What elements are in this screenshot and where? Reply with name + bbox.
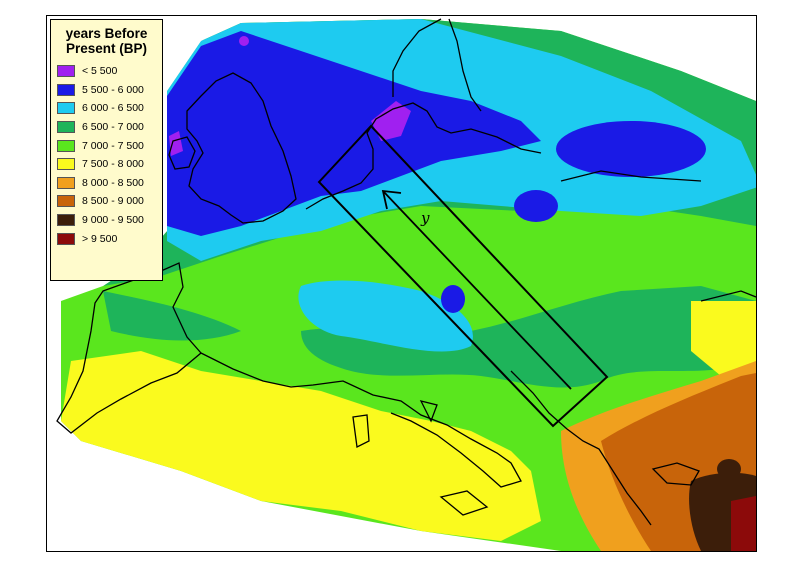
legend-item: 7 000 - 7 500 xyxy=(57,136,156,155)
legend-items: < 5 500 5 500 - 6 000 6 000 - 6 500 6 500 -… xyxy=(57,62,156,248)
legend-swatch xyxy=(57,176,75,189)
zone-6500-7000-south xyxy=(301,286,756,388)
legend-item: 8 500 - 9 000 xyxy=(57,192,156,211)
legend-label: 6 000 - 6 500 xyxy=(82,102,144,115)
legend-swatch xyxy=(57,158,75,171)
legend-item: 6 000 - 6 500 xyxy=(57,99,156,118)
legend-swatch xyxy=(57,102,75,115)
legend-swatch xyxy=(57,65,75,78)
transect-box xyxy=(317,124,609,428)
zone-under-5500-spot xyxy=(239,36,249,46)
zone-under-5500-denmark xyxy=(371,101,411,141)
legend-item: 9 000 - 9 500 xyxy=(57,211,156,230)
zone-5500-6000 xyxy=(167,31,541,236)
legend-title-line1: years Before xyxy=(65,26,148,41)
zone-7500-8000-med xyxy=(61,351,541,541)
zone-5500-6000-baltic xyxy=(556,121,706,177)
legend-title-line2: Present (BP) xyxy=(65,41,148,56)
legend-swatch xyxy=(57,232,75,245)
zone-9000-9500-spot xyxy=(717,459,741,479)
coastlines xyxy=(56,18,756,526)
legend: years Before Present (BP) < 5 500 5 500 -… xyxy=(50,19,163,281)
legend-label: < 5 500 xyxy=(82,65,118,78)
zone-5500-6000-east xyxy=(514,190,558,222)
legend-swatch xyxy=(57,214,75,227)
legend-item: 5 500 - 6 000 xyxy=(57,81,156,100)
legend-swatch xyxy=(57,195,75,208)
legend-swatch xyxy=(57,139,75,152)
legend-label: 8 000 - 8 500 xyxy=(82,176,144,189)
legend-label: > 9 500 xyxy=(82,232,118,245)
legend-item: 8 000 - 8 500 xyxy=(57,174,156,193)
legend-label: 7 500 - 8 000 xyxy=(82,158,144,171)
map-frame: y xyxy=(46,15,757,552)
radiocarbon-map: y xyxy=(47,16,756,551)
legend-label: 6 500 - 7 000 xyxy=(82,121,144,134)
zone-over-9500 xyxy=(731,496,756,551)
legend-swatch xyxy=(57,83,75,96)
legend-item: 6 500 - 7 000 xyxy=(57,118,156,137)
zone-under-5500 xyxy=(169,131,183,156)
unmapped-area xyxy=(47,441,361,551)
zone-6500-7000-spain xyxy=(103,291,241,341)
legend-item: > 9 500 xyxy=(57,229,156,248)
zone-5500-6000-alps xyxy=(441,285,465,313)
legend-label: 9 000 - 9 500 xyxy=(82,214,144,227)
axis-label-y: y xyxy=(420,209,430,227)
legend-label: 7 000 - 7 500 xyxy=(82,139,144,152)
legend-swatch xyxy=(57,121,75,134)
zone-7500-8000-east xyxy=(691,301,756,376)
transect-arrow xyxy=(381,189,572,390)
legend-title: years Before Present (BP) xyxy=(57,26,156,56)
legend-item: < 5 500 xyxy=(57,62,156,81)
legend-label: 5 500 - 6 000 xyxy=(82,83,144,96)
legend-item: 7 500 - 8 000 xyxy=(57,155,156,174)
legend-label: 8 500 - 9 000 xyxy=(82,195,144,208)
